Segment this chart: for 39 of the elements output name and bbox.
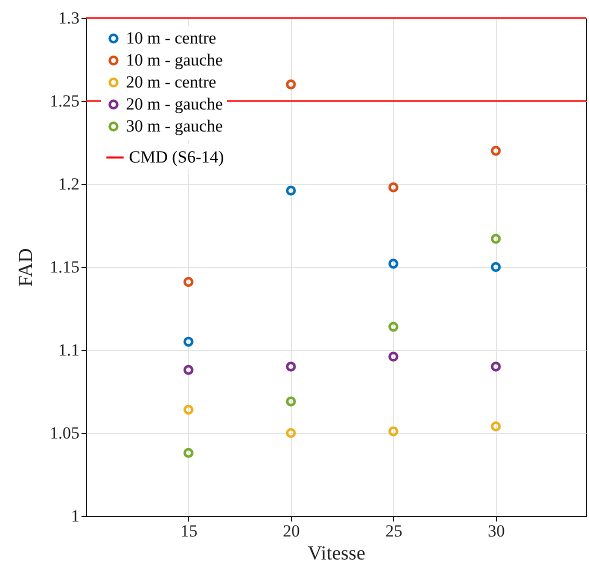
legend-label: 10 m - gauche xyxy=(126,50,223,70)
point xyxy=(490,234,501,244)
point xyxy=(286,362,296,372)
point xyxy=(183,336,194,347)
x-tick-label: 30 xyxy=(488,522,505,540)
point xyxy=(490,421,501,432)
point xyxy=(388,426,398,436)
legend-label: 30 m - gauche xyxy=(126,116,223,136)
x-tick-label: 20 xyxy=(282,522,300,540)
point xyxy=(183,364,194,375)
point xyxy=(388,182,398,192)
x-tick-label: 25 xyxy=(385,522,402,540)
point xyxy=(183,404,194,415)
y-tick-label: 1.1 xyxy=(58,340,80,360)
y-tick-label: 1 xyxy=(71,506,80,526)
legend-label: 10 m - centre xyxy=(126,28,216,48)
x-axis-title: Vitesse xyxy=(308,542,366,564)
legend-label: CMD (S6-14) xyxy=(129,148,224,166)
y-tick-label: 1.3 xyxy=(58,8,80,28)
point xyxy=(286,79,296,90)
point xyxy=(388,258,398,269)
point xyxy=(388,352,398,362)
point xyxy=(286,186,296,196)
point xyxy=(286,396,296,406)
legend-label: 20 m - gauche xyxy=(126,94,223,114)
y-axis-title: FAD xyxy=(14,248,37,287)
y-tick-label: 1.15 xyxy=(50,258,80,276)
legend-label: 20 m - centre xyxy=(126,72,216,92)
y-tick-label: 1.2 xyxy=(58,174,80,194)
point xyxy=(183,448,194,458)
y-tick-label: 1.05 xyxy=(50,424,80,442)
point xyxy=(388,322,398,332)
point xyxy=(490,362,501,372)
point xyxy=(183,276,194,287)
point xyxy=(286,428,296,438)
point xyxy=(490,262,501,272)
x-tick-label: 15 xyxy=(180,522,198,540)
point xyxy=(490,146,501,156)
y-tick-label: 1.25 xyxy=(50,92,80,110)
